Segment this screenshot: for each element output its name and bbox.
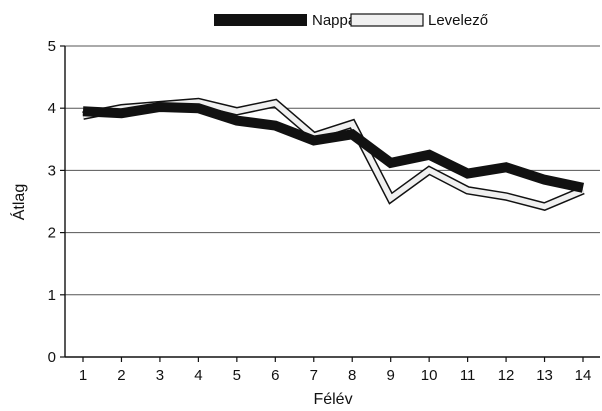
y-tick-label-4: 4 xyxy=(48,100,56,117)
x-tick-label-6: 6 xyxy=(271,367,279,384)
y-tick-label-2: 2 xyxy=(48,225,56,242)
series-line-nappali xyxy=(82,101,585,193)
x-tick-label-8: 8 xyxy=(348,367,356,384)
x-tick-label-4: 4 xyxy=(194,367,202,384)
x-tick-label-11: 11 xyxy=(460,367,476,384)
x-tick-label-14: 14 xyxy=(575,367,592,384)
legend-label-nappali: Nappali xyxy=(312,12,363,29)
x-tick-label-12: 12 xyxy=(498,367,515,384)
series-levelezo xyxy=(82,97,585,211)
y-tick-label-5: 5 xyxy=(48,38,56,55)
y-tick-label-1: 1 xyxy=(48,287,56,304)
legend: Nappali Levelező xyxy=(214,12,488,29)
y-tick-label-3: 3 xyxy=(48,162,56,179)
x-tick-label-10: 10 xyxy=(421,367,438,384)
legend-label-levelezo: Levelező xyxy=(428,12,488,29)
series-nappali xyxy=(82,101,585,193)
series-line-levelezo-outline xyxy=(82,97,585,211)
series-line-levelezo xyxy=(82,99,585,210)
x-tick-label-1: 1 xyxy=(79,367,87,384)
legend-item-nappali: Nappali xyxy=(214,12,363,29)
series-lines xyxy=(82,97,585,211)
x-tick-label-5: 5 xyxy=(233,367,241,384)
y-axis-title: Átlag xyxy=(9,184,28,220)
x-tick-label-3: 3 xyxy=(156,367,164,384)
x-tick-label-13: 13 xyxy=(536,367,553,384)
legend-swatch-levelezo xyxy=(350,13,424,27)
legend-item-levelezo: Levelező xyxy=(350,12,488,29)
x-axis-title: Félév xyxy=(313,391,352,408)
x-tick-label-7: 7 xyxy=(310,367,318,384)
y-tick-label-0: 0 xyxy=(48,349,56,366)
legend-swatch-nappali xyxy=(214,14,307,26)
x-tick-label-9: 9 xyxy=(387,367,395,384)
x-tick-label-2: 2 xyxy=(117,367,125,384)
axes xyxy=(60,45,600,362)
